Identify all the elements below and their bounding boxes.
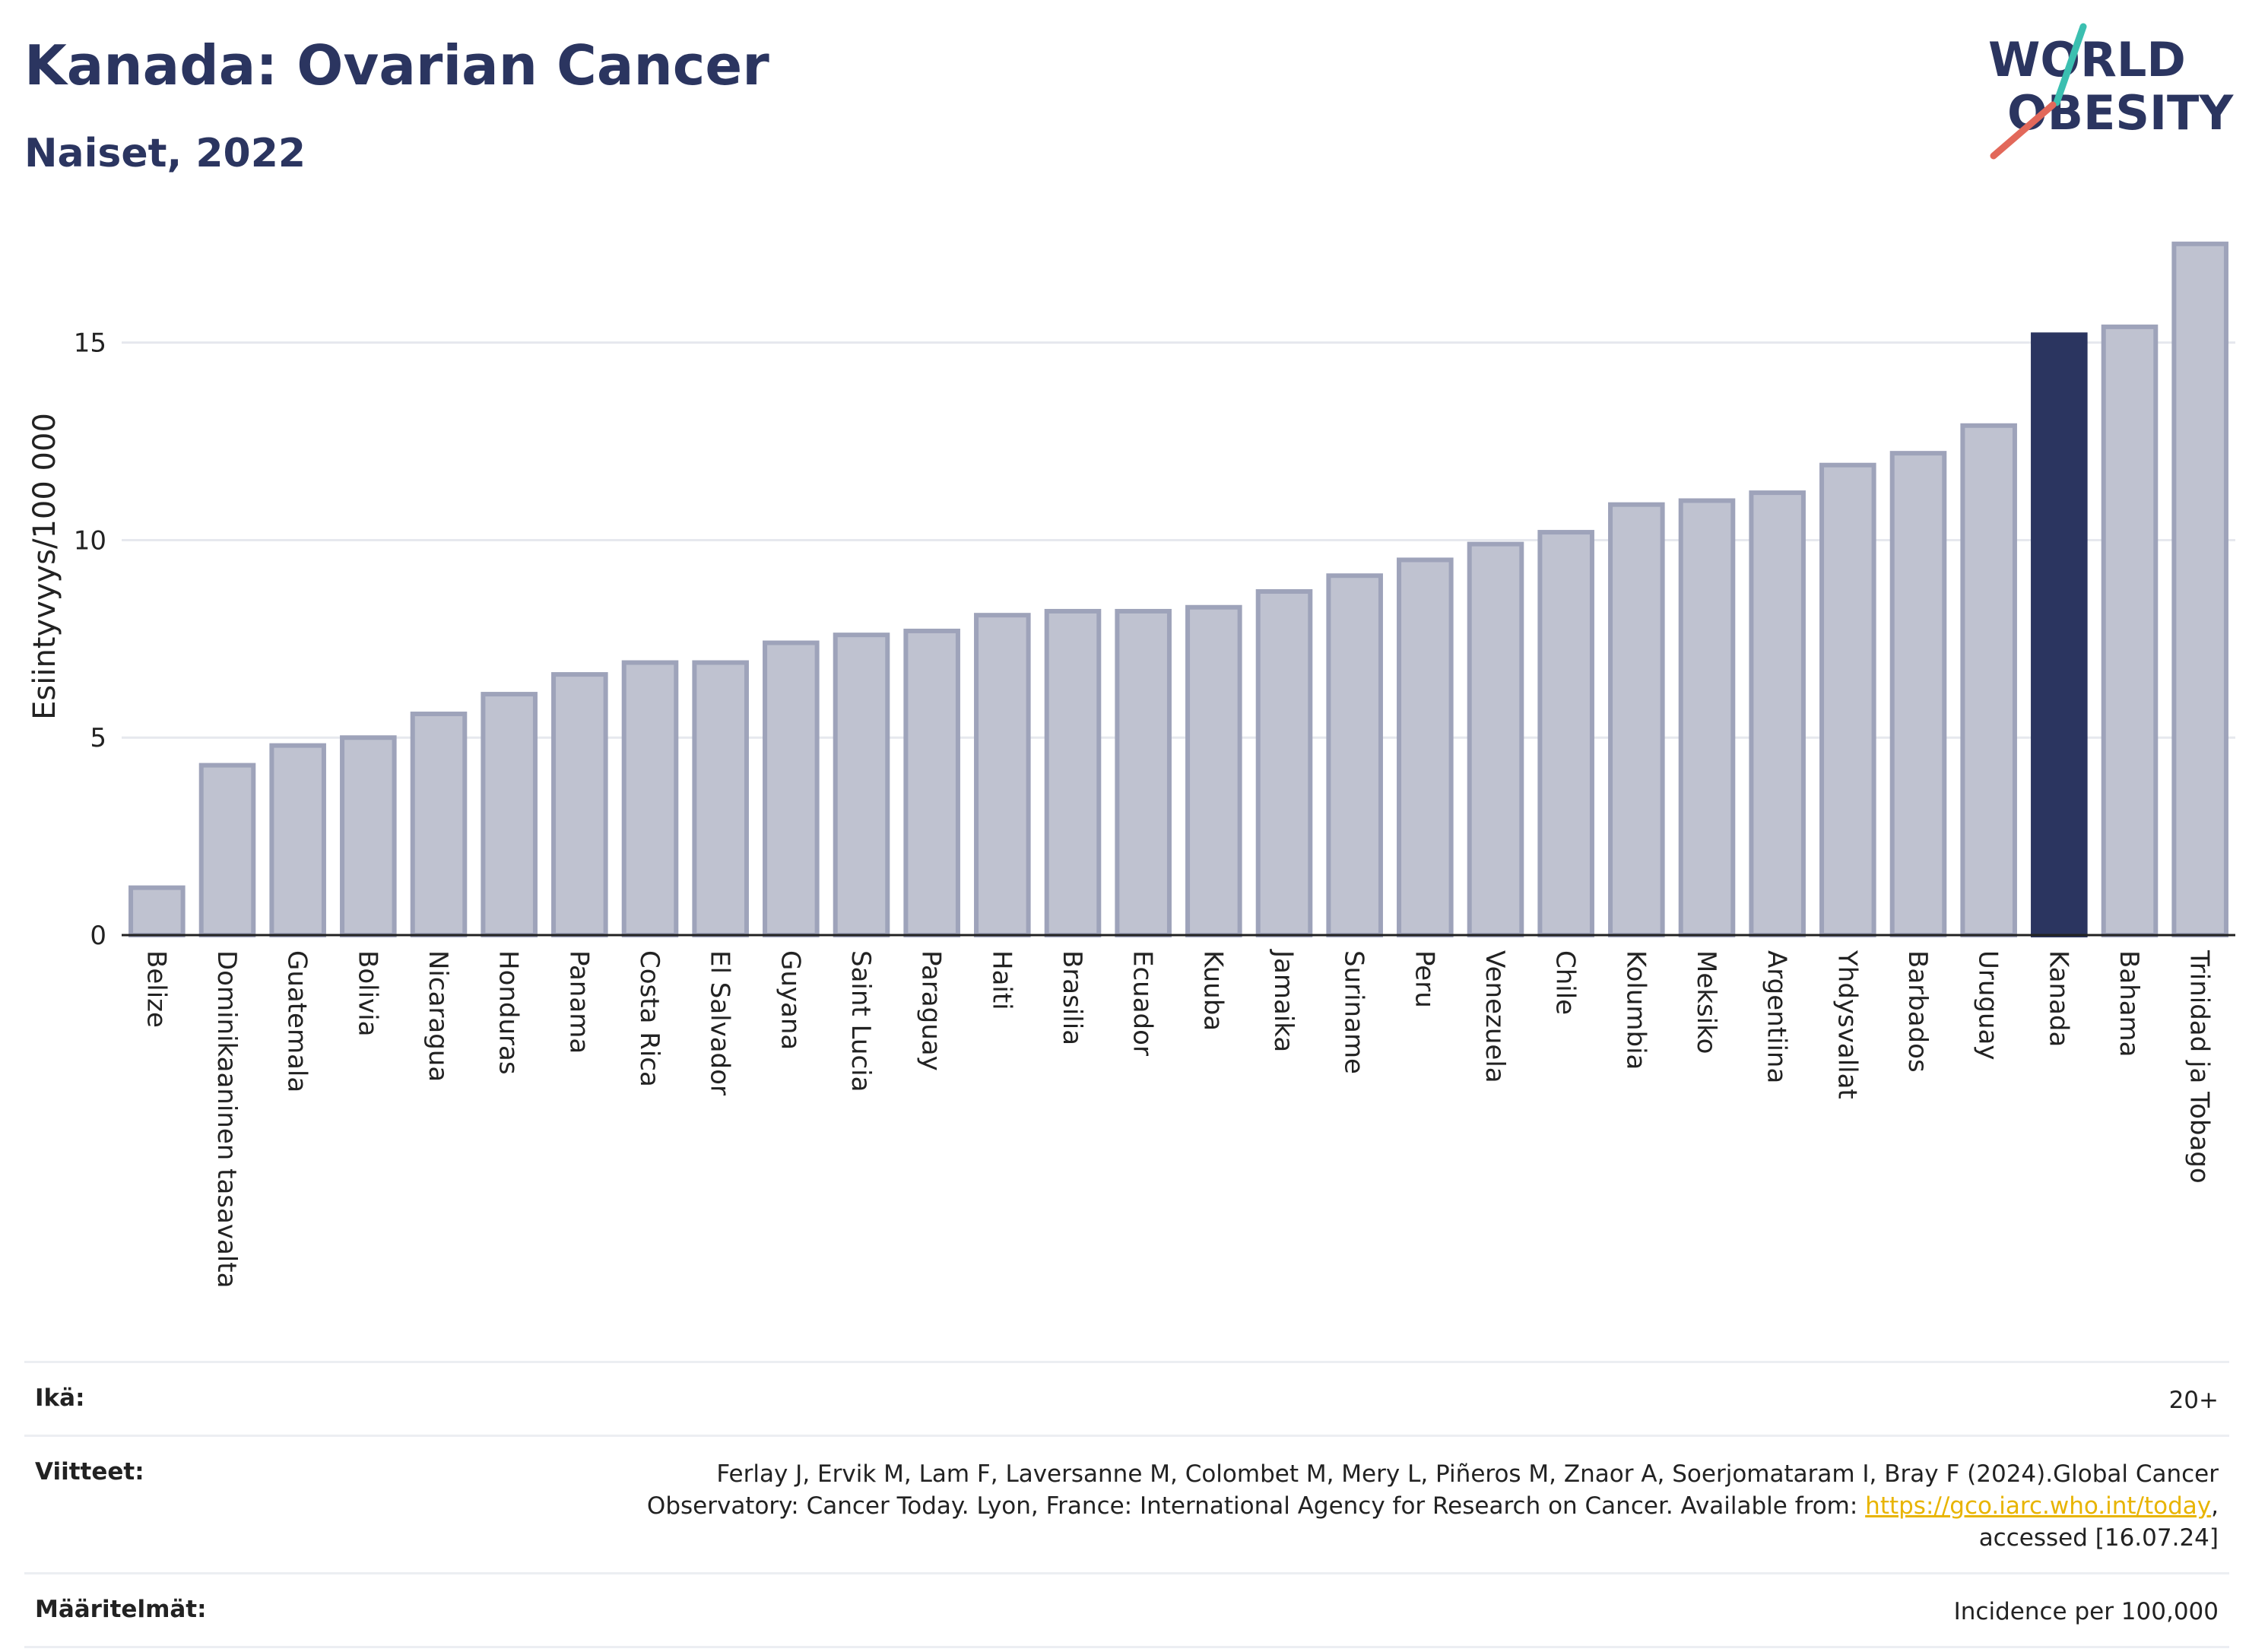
bar-peru [1397, 557, 1454, 937]
definitions-label: Määritelmät: [35, 1596, 207, 1623]
bar-el-salvador [692, 660, 749, 937]
bar-brasilia [1044, 608, 1102, 937]
y-tick-label: 5 [90, 723, 106, 753]
bar-guyana [763, 640, 820, 937]
y-axis-label: Esiintyvyys/100 000 [27, 413, 62, 720]
x-tick-labels: Belize Dominikaaninen tasavalta Guatemala B… [141, 949, 2214, 1288]
logo-slash-coral [1990, 101, 2057, 160]
bar-honduras [481, 692, 538, 937]
y-tick-label: 10 [74, 525, 106, 556]
bars [128, 241, 2228, 938]
x-tick-label: Honduras [493, 950, 524, 1075]
bar-barbados [1889, 451, 1947, 937]
bar-kanada [2031, 332, 2088, 937]
bar-saint-lucia [833, 633, 890, 937]
x-tick-label: Guatemala [282, 950, 312, 1092]
x-tick-label: Kanada [2043, 950, 2073, 1047]
bar-jamaika [1255, 588, 1313, 937]
bar-panama [551, 672, 608, 937]
bar-meksiko [1678, 498, 1736, 937]
x-tick-label: Kuuba [1197, 950, 1228, 1031]
bar-ecuador [1115, 608, 1172, 937]
y-tick-labels: 0 5 10 15 [74, 328, 106, 951]
bar-kuuba [1185, 604, 1242, 937]
x-tick-label: Argentiina [1762, 950, 1792, 1083]
x-tick-label: Dominikaaninen tasavalta [211, 950, 242, 1288]
references-line3: accessed [16.07.24] [1978, 1524, 2219, 1552]
chart-title: Kanada: Ovarian Cancer [24, 33, 769, 97]
x-tick-label: Ecuador [1128, 950, 1158, 1056]
x-tick-label: Meksiko [1691, 950, 1721, 1054]
x-tick-label: Chile [1550, 950, 1581, 1015]
world-obesity-logo: WORLD OBESITY [1988, 23, 2234, 160]
x-tick-label: Nicaragua [423, 950, 453, 1082]
x-tick-label: Kolumbia [1620, 950, 1651, 1070]
x-tick-label: Paraguay [916, 950, 947, 1071]
x-tick-label: El Salvador [705, 950, 735, 1096]
references-value: Ferlay J, Ervik M, Lam F, Laversanne M, … [647, 1458, 2219, 1554]
bar-kolumbia [1608, 502, 1665, 937]
x-tick-label: Costa Rica [634, 950, 665, 1087]
bar-dominikaaninen-tasavalta [198, 763, 256, 937]
bar-argentiina [1749, 490, 1806, 937]
bar-chart: 0 5 10 15 Belize Dominikaaninen tasavalta Gua… [27, 241, 2235, 1288]
x-tick-label: Trinidad ja Tobago [2184, 950, 2215, 1184]
age-label: Ikä: [35, 1384, 85, 1412]
definitions-value: Incidence per 100,000 [1953, 1598, 2219, 1625]
bar-costa-rica [621, 660, 679, 937]
x-tick-label: Suriname [1339, 950, 1369, 1074]
bar-nicaragua [410, 712, 468, 937]
bar-belize [128, 885, 186, 938]
bar-yhdysvallat [1819, 462, 1876, 937]
bar-venezuela [1467, 541, 1524, 937]
x-tick-label: Panama [563, 950, 594, 1054]
references-line1: Ferlay J, Ervik M, Lam F, Laversanne M, … [716, 1460, 2219, 1488]
footer-row-definitions: Määritelmät: Incidence per 100,000 [24, 1572, 2229, 1648]
references-line2-comma: , [2211, 1492, 2219, 1520]
references-link[interactable]: https://gco.iarc.who.int/today [1865, 1492, 2212, 1520]
footer-row-age: Ikä: 20+ [24, 1361, 2229, 1435]
bar-uruguay [1960, 423, 2017, 937]
y-tick-label: 0 [90, 921, 106, 951]
x-tick-label: Brasilia [1057, 950, 1087, 1045]
grid-lines [122, 341, 2235, 739]
bar-bolivia [340, 735, 397, 937]
references-line2-text: Observatory: Cancer Today. Lyon, France:… [646, 1492, 1866, 1520]
references-line2: Observatory: Cancer Today. Lyon, France:… [647, 1490, 2219, 1522]
bar-paraguay [903, 628, 960, 938]
x-tick-label: Guyana [775, 950, 805, 1050]
x-tick-label: Uruguay [1973, 950, 2003, 1061]
x-tick-label: Bahama [2114, 950, 2144, 1057]
y-tick-label: 15 [74, 328, 106, 359]
x-tick-label: Bolivia [352, 950, 382, 1036]
chart-subtitle: Naiset, 2022 [24, 131, 306, 176]
bar-trinidad-ja-tobago [2171, 241, 2228, 938]
logo-line1: WORLD [1988, 32, 2186, 87]
x-tick-label: Barbados [1902, 950, 1933, 1073]
bar-haiti [974, 613, 1031, 937]
x-tick-label: Saint Lucia [845, 950, 876, 1092]
bar-bahama [2101, 324, 2159, 938]
bar-chile [1537, 530, 1594, 937]
x-tick-label: Haiti [986, 950, 1017, 1010]
footer-row-references: Viitteet: Ferlay J, Ervik M, Lam F, Lave… [24, 1435, 2229, 1572]
bar-guatemala [269, 743, 326, 937]
logo-slash-teal [2053, 23, 2087, 106]
age-value: 20+ [2168, 1387, 2219, 1414]
footer-table: Ikä: 20+ Viitteet: Ferlay J, Ervik M, La… [24, 1361, 2229, 1648]
references-label: Viitteet: [35, 1458, 144, 1486]
x-tick-label: Belize [141, 950, 171, 1028]
x-tick-label: Jamaika [1268, 949, 1299, 1052]
x-tick-label: Venezuela [1480, 950, 1510, 1083]
bar-suriname [1326, 573, 1383, 938]
x-tick-label: Peru [1409, 950, 1439, 1008]
x-tick-label: Yhdysvallat [1832, 950, 1862, 1099]
